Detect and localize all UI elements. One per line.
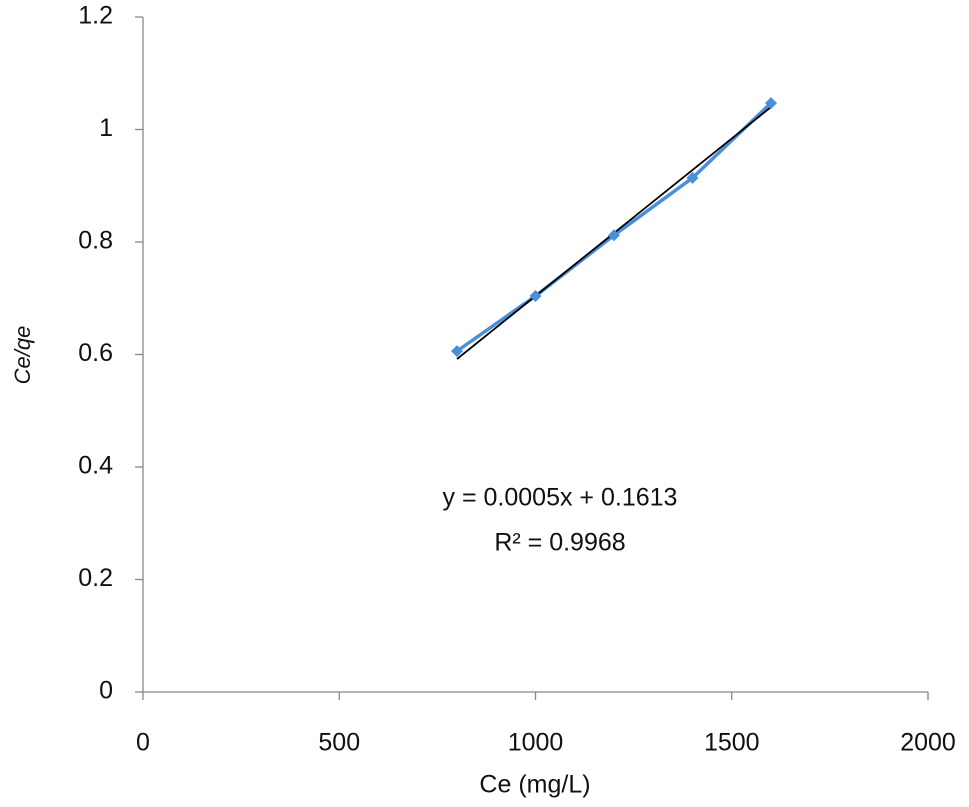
- x-axis-label: Ce (mg/L): [479, 771, 590, 799]
- series-line: [455, 101, 773, 353]
- y-tick-label: 0: [99, 677, 113, 705]
- y-tick-label: 0.4: [78, 452, 113, 480]
- y-tick-label: 0.2: [78, 564, 113, 592]
- x-tick-label: 500: [318, 729, 360, 757]
- data-point: [529, 290, 542, 302]
- data-point: [451, 345, 463, 358]
- x-tick-label: 2000: [900, 729, 956, 757]
- y-tick-label: 0.6: [78, 339, 113, 367]
- y-tick-label: 0.8: [78, 227, 113, 255]
- data-point: [686, 171, 699, 184]
- x-tick-label: 1500: [704, 729, 760, 757]
- x-tick-label: 0: [136, 729, 150, 757]
- r-squared: R² = 0.9968: [494, 529, 625, 557]
- equation: y = 0.0005x + 0.1613: [443, 484, 678, 512]
- x-tick-label: 1000: [508, 729, 564, 757]
- data-point: [765, 97, 777, 110]
- y-tick-label: 1.2: [78, 2, 113, 30]
- y-axis-label: Ce/qe: [10, 326, 35, 385]
- y-tick-label: 1: [99, 114, 113, 142]
- data-point: [608, 229, 620, 242]
